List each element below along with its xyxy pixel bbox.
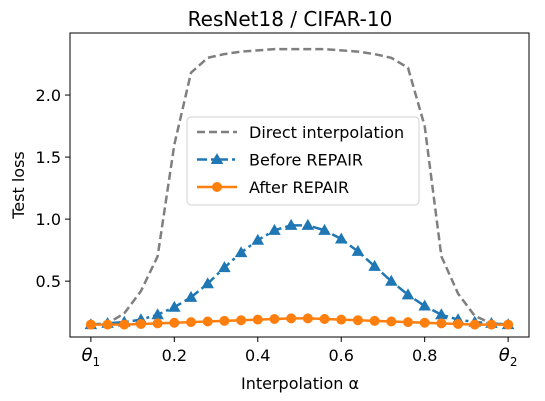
x-tick-label: 0.4 bbox=[245, 346, 270, 365]
data-point bbox=[334, 232, 348, 244]
x-tick-label: θ2 bbox=[499, 345, 518, 369]
data-point bbox=[251, 233, 265, 245]
data-point bbox=[234, 246, 248, 258]
data-point bbox=[135, 318, 146, 329]
data-point bbox=[352, 315, 363, 326]
data-point bbox=[102, 319, 113, 330]
data-point bbox=[436, 318, 447, 329]
data-point bbox=[85, 319, 96, 330]
plot-area bbox=[84, 47, 515, 330]
data-point bbox=[469, 319, 480, 330]
data-point bbox=[119, 319, 130, 330]
data-point bbox=[453, 318, 464, 329]
x-tick-label: θ1 bbox=[82, 345, 101, 369]
legend: Direct interpolation Before REPAIR After R… bbox=[186, 116, 420, 206]
data-point bbox=[486, 319, 497, 330]
x-tick-label: 0.6 bbox=[329, 346, 354, 365]
data-point bbox=[186, 317, 197, 328]
y-tick-label: 1.5 bbox=[36, 148, 61, 167]
legend-label: Direct interpolation bbox=[249, 123, 404, 142]
data-point bbox=[301, 218, 315, 230]
data-point bbox=[319, 314, 330, 325]
series-2 bbox=[85, 313, 514, 330]
data-point bbox=[368, 259, 381, 271]
legend-marker bbox=[210, 153, 224, 165]
data-point bbox=[201, 277, 214, 289]
data-point bbox=[268, 223, 281, 235]
data-point bbox=[269, 314, 280, 325]
data-point bbox=[184, 290, 198, 302]
data-point bbox=[218, 261, 231, 273]
data-point bbox=[152, 318, 163, 329]
legend-box bbox=[186, 116, 420, 206]
x-axis-title: Interpolation α bbox=[241, 374, 359, 393]
y-tick-label: 1.0 bbox=[36, 210, 61, 229]
data-point bbox=[219, 315, 230, 326]
axes: θ1 0.2 0.4 0.6 0.8 θ2 0.5 1.0 1.5 2.0 bbox=[36, 86, 518, 369]
data-point bbox=[503, 319, 514, 330]
data-point bbox=[419, 317, 430, 328]
data-point bbox=[202, 316, 213, 327]
series-line bbox=[90, 47, 509, 326]
series-0 bbox=[90, 47, 509, 326]
chart-title: ResNet18 / CIFAR-10 bbox=[188, 7, 393, 31]
data-point bbox=[386, 316, 397, 327]
data-point bbox=[385, 274, 398, 286]
data-point bbox=[418, 299, 431, 311]
data-point bbox=[351, 244, 365, 256]
x-tick-label: 0.2 bbox=[162, 346, 187, 365]
legend-label: Before REPAIR bbox=[249, 151, 363, 170]
legend-marker bbox=[212, 182, 222, 192]
data-point bbox=[401, 288, 415, 300]
data-point bbox=[336, 314, 347, 325]
series-line bbox=[90, 224, 509, 326]
y-tick-label: 2.0 bbox=[36, 86, 61, 105]
data-point bbox=[318, 223, 331, 235]
y-axis-title: Test loss bbox=[9, 151, 28, 220]
plot-frame bbox=[69, 32, 530, 338]
data-point bbox=[252, 314, 263, 325]
data-point bbox=[402, 317, 413, 328]
data-point bbox=[284, 218, 298, 230]
data-point bbox=[302, 313, 313, 324]
y-tick-label: 0.5 bbox=[36, 272, 61, 291]
data-point bbox=[369, 315, 380, 326]
legend-label: After REPAIR bbox=[249, 178, 349, 197]
data-point bbox=[286, 313, 297, 324]
data-point bbox=[168, 300, 181, 312]
data-point bbox=[169, 317, 180, 328]
data-point bbox=[236, 315, 247, 326]
x-tick-label: 0.8 bbox=[412, 346, 437, 365]
